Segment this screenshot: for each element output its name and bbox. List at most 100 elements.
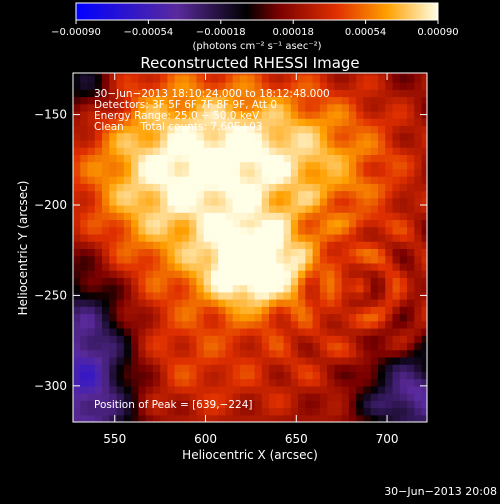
info-block: 30−Jun−2013 18:10:24.000 to 18:12:48.000… [94,88,330,133]
heatmap-cell [218,190,227,199]
heatmap-cell [131,414,139,422]
y-tick-label: −300 [34,379,67,393]
heatmap-cell [261,147,270,155]
heatmap-cell [210,262,219,271]
heatmap-cell [181,320,190,329]
heatmap-cell [189,82,198,90]
heatmap-cell [116,241,125,249]
heatmap-cell [319,335,328,344]
heatmap-cell [290,197,299,206]
heatmap-cell [80,118,89,127]
heatmap-cell [298,132,306,141]
heatmap-cell [399,161,408,170]
heatmap-cell [407,176,415,184]
heatmap-cell [240,393,248,401]
heatmap-cell [189,414,198,422]
heatmap-cell [210,306,219,315]
heatmap-cell [232,414,241,422]
heatmap-cell [189,291,198,300]
heatmap-cell [341,371,350,380]
heatmap-cell [203,125,212,134]
heatmap-cell [138,291,147,300]
heatmap-cell [327,385,336,394]
heatmap-cell [123,241,132,249]
heatmap-cell [102,327,110,336]
heatmap-cell [377,161,386,170]
heatmap-cell [356,393,365,401]
heatmap-cell [116,327,125,336]
heatmap-cell [341,147,350,155]
heatmap-cell [232,161,241,170]
heatmap-cell [261,364,270,372]
heatmap-cell [116,313,125,322]
heatmap-cell [247,233,256,242]
heatmap-cell [319,154,328,163]
heatmap-cell [334,335,343,344]
heatmap-cell [298,371,306,380]
heatmap-cell [203,270,212,278]
heatmap-cell [341,291,350,300]
heatmap-cell [276,270,285,278]
heatmap-cell [399,190,408,199]
heatmap-cell [131,73,139,76]
heatmap-cell [196,125,205,134]
heatmap-cell [319,233,328,242]
heatmap-cell [123,291,132,300]
heatmap-cell [407,212,415,221]
heatmap-cell [102,414,110,422]
y-tick-label: −250 [34,288,67,302]
heatmap-cell [109,414,118,422]
heatmap-cell [305,89,314,98]
heatmap-cell [109,110,118,119]
heatmap-cell [305,197,314,206]
heatmap-cell [189,212,198,221]
heatmap-cell [152,277,161,286]
colorbar-ticks: −0.00090 −0.00054 −0.00018 0.00018 0.00054 0.… [51,20,459,38]
heatmap-cell [174,190,183,199]
heatmap-cell [123,233,132,242]
heatmap-cell [348,161,357,170]
heatmap-cell [341,176,350,184]
heatmap-cell [269,73,277,76]
heatmap-cell [210,118,219,127]
heatmap-cell [203,371,212,380]
heatmap-cell [356,378,365,387]
heatmap-cell [421,284,427,293]
heatmap-cell [160,270,168,278]
heatmap-cell [392,248,401,257]
heatmap-cell [276,306,285,315]
heatmap-cell [80,291,89,300]
heatmap-cell [138,349,147,358]
heatmap-cell [131,255,139,264]
heatmap-cell [94,125,103,134]
heatmap-cell [254,147,263,155]
heatmap-cell [414,219,423,228]
heatmap-cell [327,262,336,271]
heatmap-cell [319,284,328,293]
heatmap-cell [348,320,357,329]
heatmap-cell [116,147,125,155]
heatmap-cell [305,284,314,293]
heatmap-cell [203,241,212,249]
heatmap-cell [160,284,168,293]
heatmap-cell [414,270,423,278]
plot-frame [72,72,428,423]
heatmap-cell [399,371,408,380]
heatmap-cell [80,364,89,372]
heatmap-cell [377,371,386,380]
heatmap-cell [327,190,336,199]
heatmap-cell [196,132,205,141]
heatmap-cell [174,96,183,105]
heatmap-cell [356,118,365,127]
heatmap-cell [407,219,415,228]
heatmap-cell [414,248,423,257]
heatmap-cell [254,349,263,358]
heatmap-cell [363,306,372,315]
heatmap-cell [327,103,336,112]
heatmap-cell [319,407,328,416]
heatmap-cell [399,306,408,315]
heatmap-cell [269,190,277,199]
heatmap-cell [123,125,132,134]
heatmap-cell [414,262,423,271]
heatmap-cell [348,147,357,155]
